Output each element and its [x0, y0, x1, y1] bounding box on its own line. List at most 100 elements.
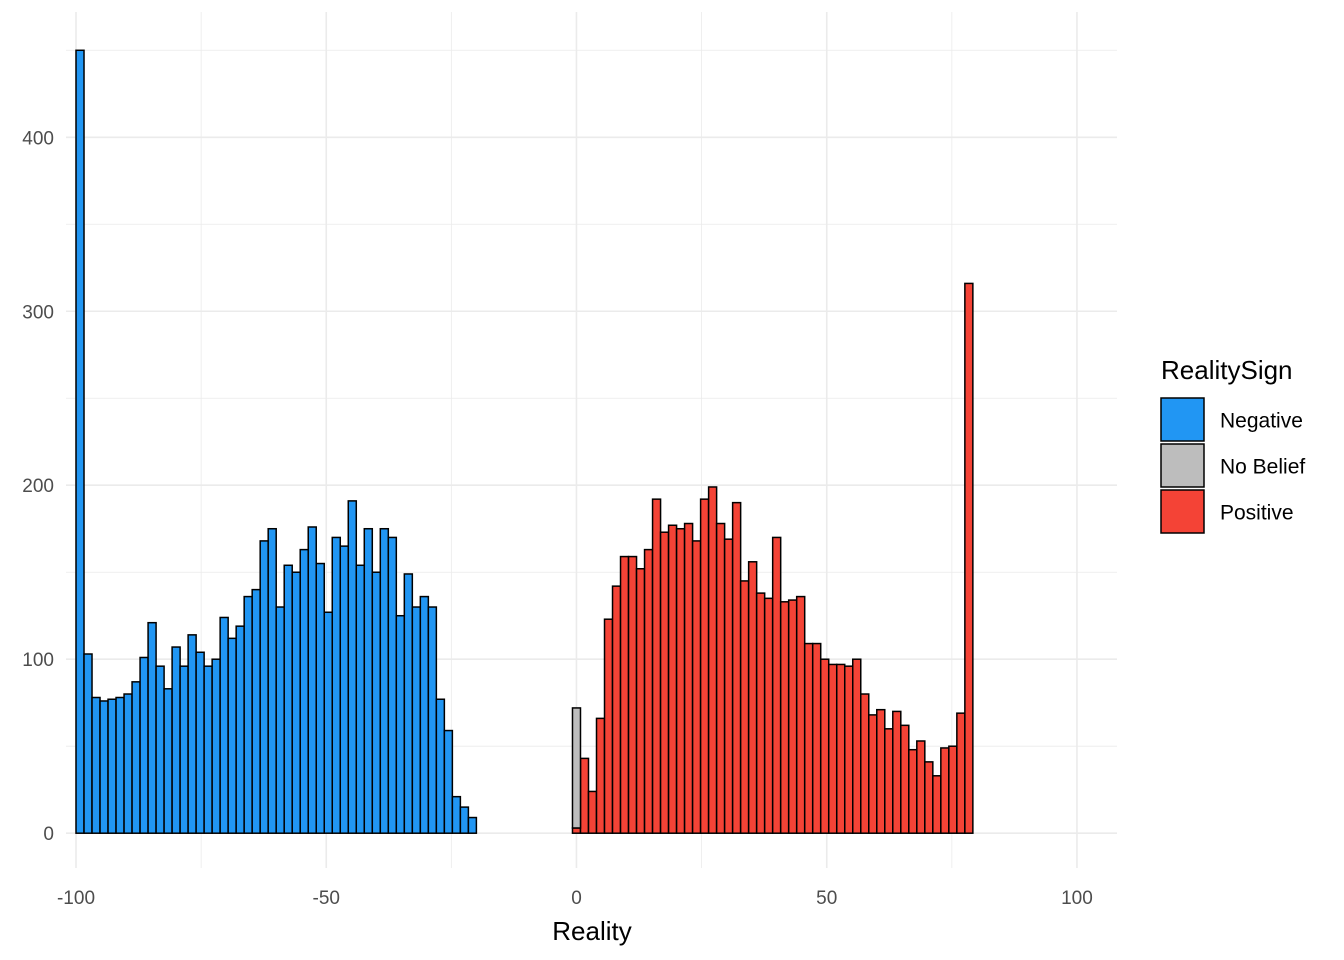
bar-negative — [379, 527, 390, 834]
bar-positive — [771, 536, 782, 834]
bar-positive — [731, 501, 742, 834]
bar-positive — [964, 282, 974, 834]
bar-positive — [755, 592, 766, 834]
bar-positive — [747, 561, 758, 834]
bar-negative — [235, 625, 245, 834]
bar-positive — [707, 486, 718, 834]
bar-negative — [331, 536, 342, 834]
bar-positive — [948, 745, 958, 834]
bar-positive — [860, 693, 870, 834]
bar-positive — [691, 540, 702, 834]
bar-negative — [427, 606, 438, 834]
bar-negative — [179, 665, 189, 834]
legend-label: No Belief — [1220, 456, 1305, 479]
bar-positive — [635, 567, 646, 834]
bar-positive — [683, 522, 694, 834]
bar-positive — [811, 642, 822, 834]
bar-positive — [659, 531, 670, 834]
bar-negative — [155, 665, 165, 834]
x-tick-label: 50 — [816, 888, 837, 909]
bar-negative — [171, 646, 181, 834]
bar-negative — [195, 651, 205, 834]
y-axis-ticks: 0 100 200 300 400 — [22, 128, 54, 845]
bar-negative — [123, 693, 133, 834]
bar-negative — [139, 656, 149, 834]
bar-positive — [916, 740, 926, 834]
bar-negative — [307, 526, 317, 834]
bar-negative — [187, 634, 197, 834]
bar-negative — [459, 806, 470, 834]
bar-negative — [83, 653, 93, 834]
bar-positive — [956, 712, 966, 834]
bar-no-belief — [571, 707, 582, 829]
bar-positive — [851, 658, 862, 834]
bar-positive — [595, 717, 606, 834]
bar-positive — [924, 761, 934, 834]
bar-negative — [275, 606, 285, 834]
bar-negative — [419, 595, 430, 834]
bar-negative — [283, 564, 293, 834]
bar-negative — [131, 681, 141, 834]
legend-key-no-belief — [1160, 443, 1205, 488]
bar-negative — [435, 698, 446, 834]
legend: RealitySign Negative No Belief Positive — [1160, 355, 1305, 534]
bar-negative — [107, 698, 117, 834]
x-axis-ticks: -100 -50 0 50 100 — [57, 888, 1093, 909]
bar-positive — [795, 595, 806, 834]
bar-positive — [843, 665, 854, 834]
bar-negative — [99, 700, 109, 834]
y-tick-label: 100 — [22, 650, 54, 671]
bar-negative — [395, 614, 406, 834]
bar-negative — [443, 729, 454, 834]
bar-positive — [643, 548, 654, 834]
bar-negative — [163, 688, 173, 834]
bar-negative — [451, 795, 462, 834]
x-tick-label: -50 — [313, 888, 340, 909]
bar-negative — [363, 527, 374, 834]
bar-positive — [651, 498, 662, 834]
bar-negative — [403, 573, 414, 834]
legend-label: Positive — [1220, 502, 1294, 525]
legend-title: RealitySign — [1161, 355, 1293, 385]
bar-positive — [868, 714, 878, 834]
x-tick-label: -100 — [57, 888, 95, 909]
bar-negative — [259, 540, 269, 834]
bar-positive — [587, 790, 598, 834]
bar-negative — [251, 588, 261, 834]
bar-positive — [675, 527, 686, 834]
bar-positive — [739, 580, 750, 834]
x-tick-label: 100 — [1061, 888, 1093, 909]
bar-positive — [667, 524, 678, 834]
x-axis-title: Reality — [552, 916, 631, 946]
bar-negative — [243, 595, 253, 834]
bar-positive — [932, 775, 942, 834]
bar-positive — [827, 663, 838, 834]
bar-positive — [803, 642, 814, 834]
bar-positive — [715, 522, 726, 834]
bar-negative — [371, 571, 382, 834]
y-tick-label: 0 — [43, 824, 54, 845]
bar-negative — [75, 49, 85, 834]
bar-positive — [723, 538, 734, 834]
legend-key-positive — [1160, 489, 1205, 534]
bar-negative — [291, 571, 301, 834]
bar-negative — [203, 665, 213, 834]
bar-positive — [900, 724, 910, 834]
bar-negative — [115, 696, 125, 834]
bar-positive — [876, 708, 886, 834]
bar-negative — [347, 500, 358, 834]
bar-positive — [835, 663, 846, 834]
bar-negative — [355, 564, 366, 834]
bar-negative — [315, 562, 325, 834]
bar-positive — [779, 601, 790, 834]
bar-negative — [411, 606, 422, 834]
bar-negative — [227, 637, 237, 834]
bar-positive — [892, 710, 902, 834]
bar-negative — [267, 527, 277, 834]
bar-positive — [571, 827, 582, 834]
bar-positive — [884, 728, 894, 834]
bar-negative — [91, 696, 101, 834]
y-tick-label: 400 — [22, 128, 54, 149]
bar-positive — [611, 585, 622, 834]
